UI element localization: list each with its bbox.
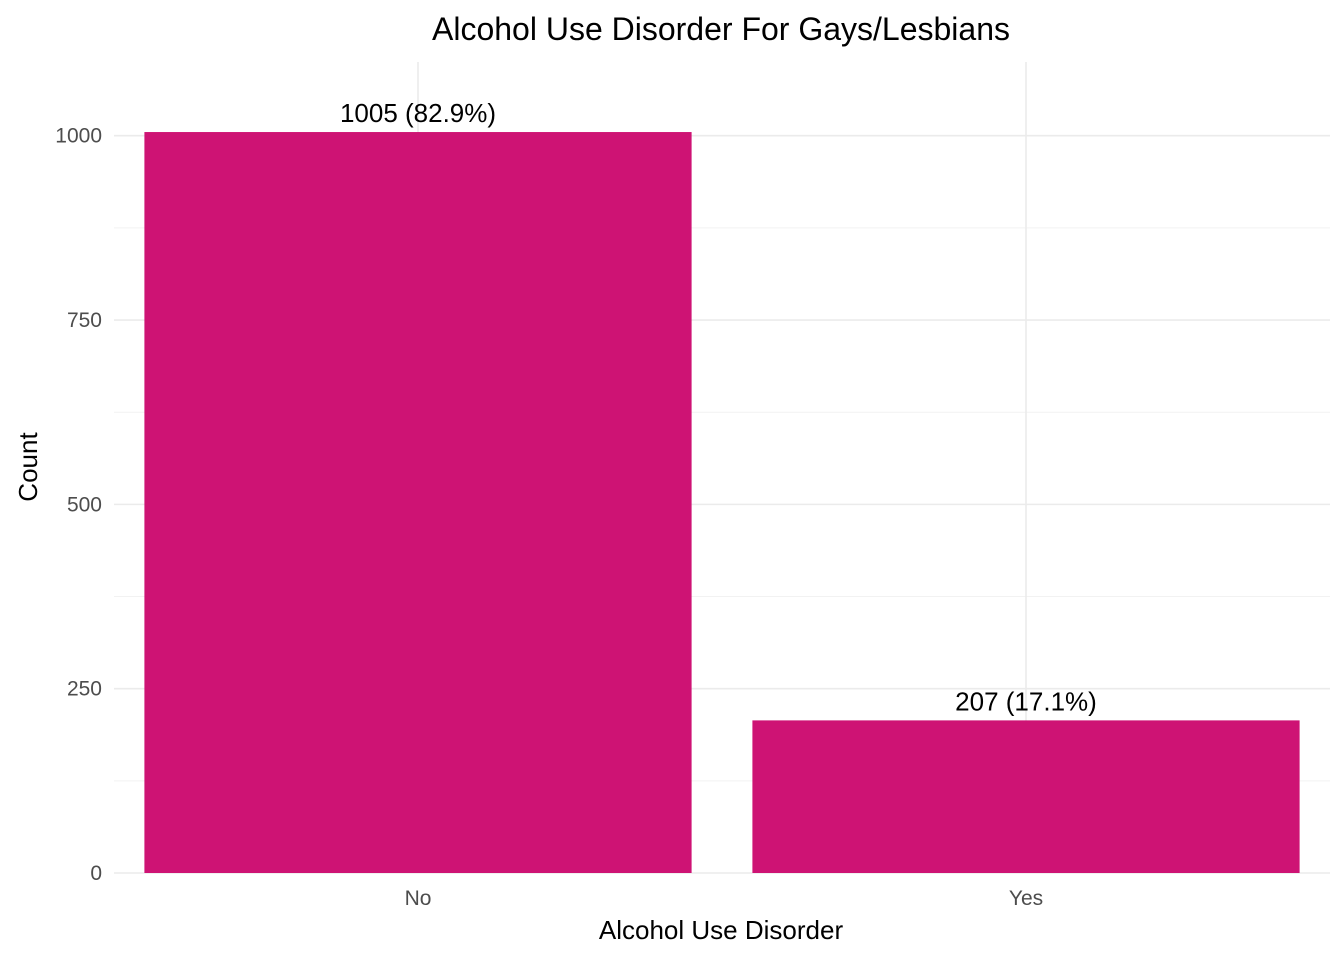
- y-tick-label: 1000: [55, 125, 102, 148]
- y-tick-label: 750: [67, 309, 102, 332]
- y-tick-label: 0: [90, 862, 102, 885]
- x-axis-title: Alcohol Use Disorder: [599, 915, 844, 945]
- y-tick-label: 250: [67, 678, 102, 701]
- chart-title: Alcohol Use Disorder For Gays/Lesbians: [432, 11, 1010, 47]
- y-axis-ticks: 0 250 500 750 1000: [55, 125, 102, 885]
- x-axis-ticks: No Yes: [405, 887, 1044, 910]
- bar-yes: [752, 720, 1300, 873]
- data-label-yes: 207 (17.1%): [955, 686, 1097, 716]
- x-tick-label: No: [405, 887, 432, 910]
- y-tick-label: 500: [67, 493, 102, 516]
- data-label-no: 1005 (82.9%): [340, 98, 496, 128]
- y-axis-title: Count: [13, 432, 43, 502]
- x-tick-label: Yes: [1009, 887, 1043, 910]
- data-labels: 1005 (82.9%) 207 (17.1%): [340, 98, 1097, 716]
- bar-no: [144, 132, 692, 874]
- bars: [144, 132, 1300, 874]
